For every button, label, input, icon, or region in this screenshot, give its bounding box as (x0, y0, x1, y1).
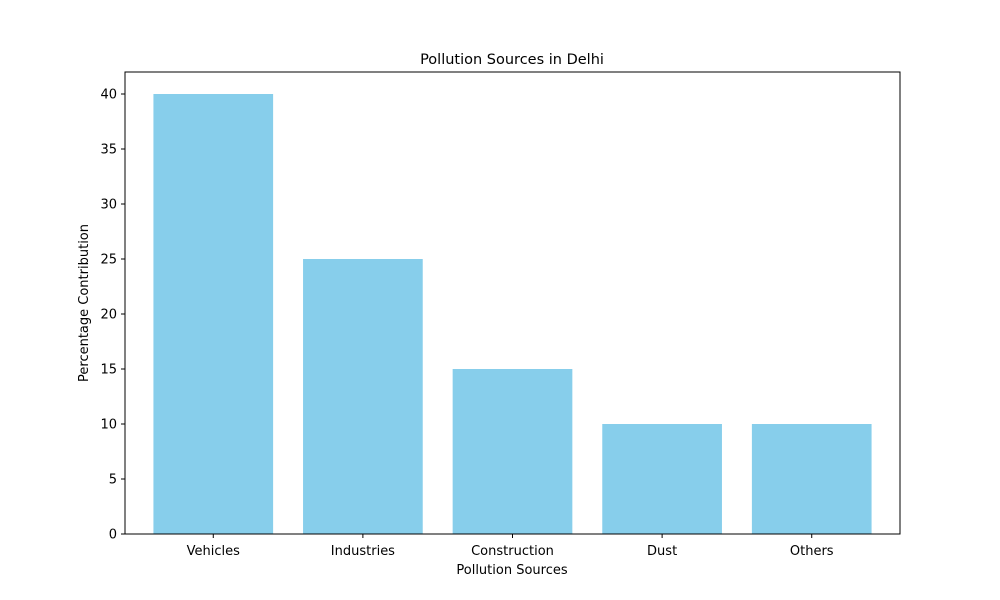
x-tick-label: Industries (331, 544, 395, 559)
y-tick-label: 5 (109, 473, 117, 488)
x-tick-label: Construction (471, 544, 554, 559)
bar-industries (303, 259, 423, 534)
bar-vehicles (153, 94, 274, 534)
y-tick-label: 25 (100, 253, 117, 268)
x-tick-label: Others (790, 544, 834, 559)
bar-others (751, 424, 872, 534)
x-axis-label: Pollution Sources (456, 563, 567, 578)
bar-construction (452, 369, 573, 534)
y-tick-label: 20 (100, 308, 117, 323)
chart-title: Pollution Sources in Delhi (420, 52, 604, 68)
x-tick-label: Vehicles (187, 544, 240, 559)
y-axis: 0 5 10 15 20 25 30 35 40 (100, 88, 125, 543)
bar-dust (602, 424, 722, 534)
y-tick-label: 40 (100, 88, 117, 103)
y-axis-label: Percentage Contribution (77, 224, 92, 382)
bars-layer (153, 94, 872, 534)
y-tick-label: 10 (100, 418, 117, 433)
x-tick-label: Dust (647, 544, 677, 559)
y-tick-label: 35 (100, 143, 117, 158)
y-tick-label: 15 (100, 363, 117, 378)
y-tick-label: 30 (100, 198, 117, 213)
y-tick-label: 0 (109, 528, 117, 543)
x-axis: Vehicles Industries Construction Dust Others (187, 534, 834, 559)
